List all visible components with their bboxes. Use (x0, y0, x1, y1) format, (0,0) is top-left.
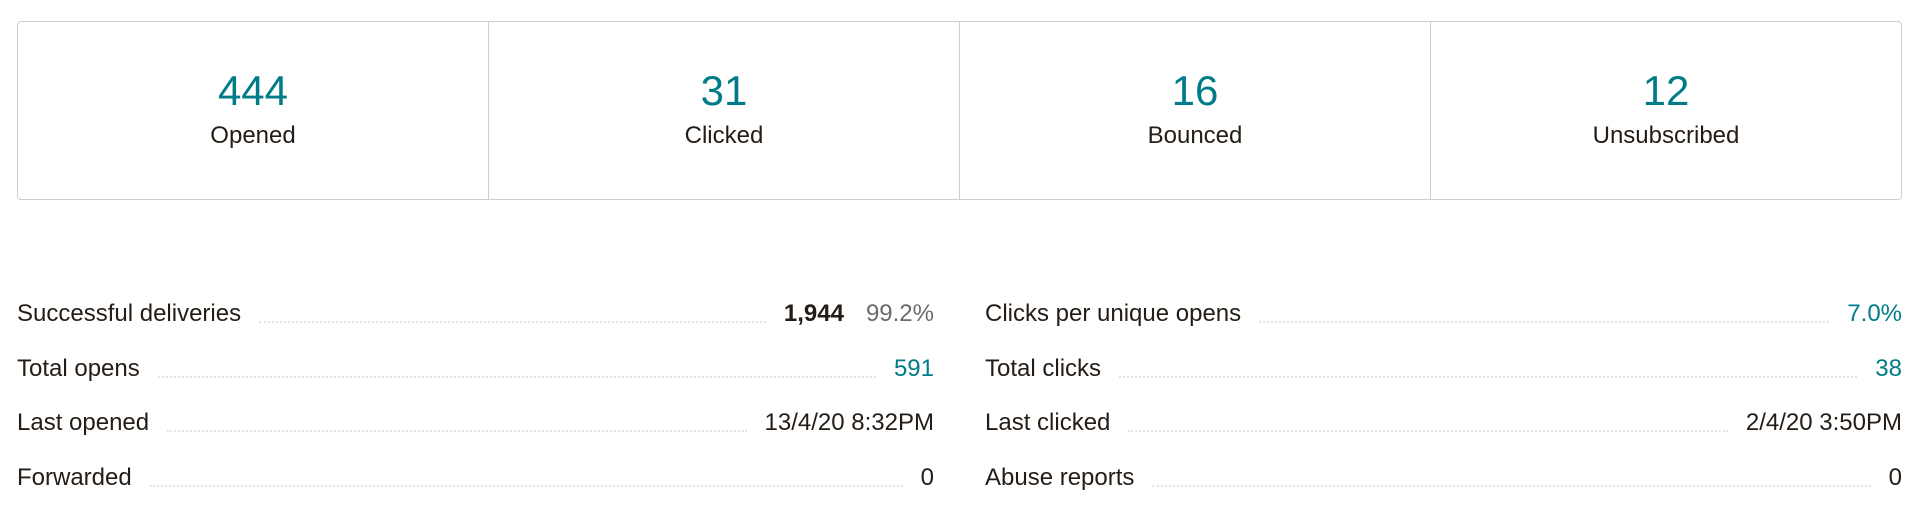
clicks-per-unique-opens-link[interactable]: 7.0% (1847, 300, 1902, 328)
stat-unsubscribed-value: 12 (1642, 66, 1690, 114)
total-opens-link[interactable]: 591 (893, 354, 934, 382)
metric-label: Abuse reports (985, 463, 1135, 491)
metrics-left-column: Successful deliveries 1,944 99.2% Total … (17, 287, 934, 505)
stat-bounced-value: 16 (1171, 66, 1219, 114)
metric-percent: 99.2% (865, 300, 934, 328)
metric-label: Total opens (17, 354, 140, 382)
summary-stats-box: 444 Opened 31 Clicked 16 Bounced 12 Unsu… (17, 21, 1902, 200)
metric-total-clicks: Total clicks 38 (985, 342, 1902, 397)
metric-value: 13/4/20 8:32PM (764, 409, 934, 437)
detail-metrics: Successful deliveries 1,944 99.2% Total … (17, 287, 1902, 505)
dotted-leader (167, 430, 747, 433)
dotted-leader (1259, 321, 1830, 324)
metric-value: 0 (1888, 463, 1902, 491)
stat-clicked-value: 31 (700, 66, 748, 114)
stat-opened-label: Opened (210, 121, 296, 149)
dotted-leader (259, 321, 766, 324)
stat-bounced: 16 Bounced (960, 22, 1431, 199)
metric-label: Clicks per unique opens (985, 300, 1242, 328)
metric-total-opens: Total opens 591 (17, 342, 934, 397)
metric-last-opened: Last opened 13/4/20 8:32PM (17, 396, 934, 451)
metric-label: Successful deliveries (17, 300, 242, 328)
stat-clicked-label: Clicked (684, 121, 764, 149)
metric-label: Forwarded (17, 463, 132, 491)
metric-successful-deliveries: Successful deliveries 1,944 99.2% (17, 287, 934, 342)
metric-last-clicked: Last clicked 2/4/20 3:50PM (985, 396, 1902, 451)
stat-unsubscribed-label: Unsubscribed (1592, 121, 1740, 149)
total-clicks-link[interactable]: 38 (1875, 354, 1902, 382)
metric-forwarded: Forwarded 0 (17, 451, 934, 506)
stat-opened: 444 Opened (18, 22, 489, 199)
metric-label: Last opened (17, 409, 150, 437)
stat-opened-value: 444 (217, 66, 289, 114)
metrics-right-column: Clicks per unique opens 7.0% Total click… (985, 287, 1902, 505)
metric-label: Total clicks (985, 354, 1102, 382)
dotted-leader (1128, 430, 1728, 433)
dotted-leader (1119, 375, 1858, 378)
dotted-leader (157, 375, 876, 378)
dotted-leader (1152, 484, 1871, 487)
metric-value: 2/4/20 3:50PM (1745, 409, 1902, 437)
dotted-leader (149, 484, 903, 487)
stat-clicked: 31 Clicked (489, 22, 960, 199)
metric-value: 1,944 (783, 300, 844, 328)
stat-bounced-label: Bounced (1147, 121, 1243, 149)
metric-clicks-per-unique-opens: Clicks per unique opens 7.0% (985, 287, 1902, 342)
metric-value: 0 (920, 463, 934, 491)
stat-unsubscribed: 12 Unsubscribed (1431, 22, 1901, 199)
metric-label: Last clicked (985, 409, 1111, 437)
metric-abuse-reports: Abuse reports 0 (985, 451, 1902, 506)
